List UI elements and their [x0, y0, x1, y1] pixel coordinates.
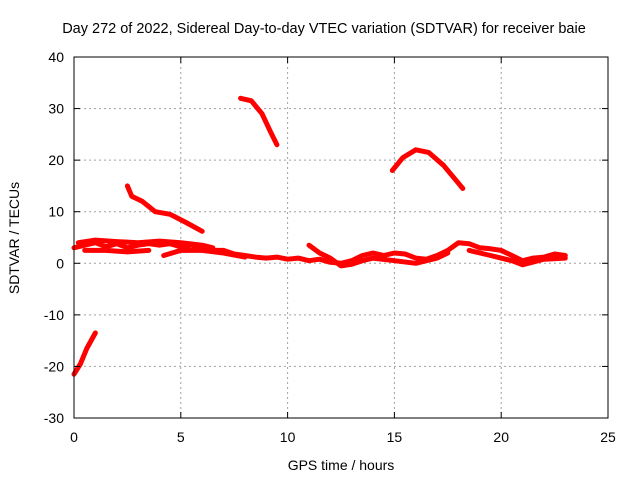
axis-ticks — [73, 56, 609, 419]
y-tick-label: -30 — [44, 410, 64, 426]
x-axis-label: GPS time / hours — [288, 457, 395, 473]
y-tick-labels: -30 -20 -10 0 10 20 30 40 — [44, 49, 64, 426]
x-tick-label: 10 — [280, 429, 296, 445]
grid — [74, 57, 608, 418]
y-tick-label: 0 — [56, 255, 64, 271]
series-band-main — [71, 240, 568, 266]
series-band-lower-3 — [306, 242, 451, 269]
series-arc-2 — [124, 183, 205, 234]
y-tick-label: -20 — [44, 358, 64, 374]
y-tick-label: 20 — [48, 152, 64, 168]
series-band-upper — [75, 237, 216, 251]
x-tick-label: 5 — [177, 429, 185, 445]
series-layer — [71, 95, 568, 377]
x-tick-label: 25 — [600, 429, 616, 445]
x-tick-label: 20 — [493, 429, 509, 445]
series-arc-1 — [71, 330, 98, 377]
x-tick-label: 15 — [387, 429, 403, 445]
y-tick-label: -10 — [44, 307, 64, 323]
series-arc-4 — [389, 147, 466, 191]
y-axis-label: SDTVAR / TECUs — [6, 182, 22, 294]
x-tick-label: 0 — [70, 429, 78, 445]
chart-title: Day 272 of 2022, Sidereal Day-to-day VTE… — [62, 21, 586, 37]
series-arc-3 — [238, 95, 280, 148]
series-band-lower-4 — [466, 247, 568, 268]
series-band-lower-2 — [82, 247, 152, 255]
series-band-lower-1 — [161, 247, 248, 260]
x-tick-labels: 0 5 10 15 20 25 — [70, 429, 616, 445]
plot-frame — [73, 56, 609, 419]
y-tick-label: 40 — [48, 49, 64, 65]
y-tick-label: 30 — [48, 101, 64, 117]
y-tick-label: 10 — [48, 204, 64, 220]
